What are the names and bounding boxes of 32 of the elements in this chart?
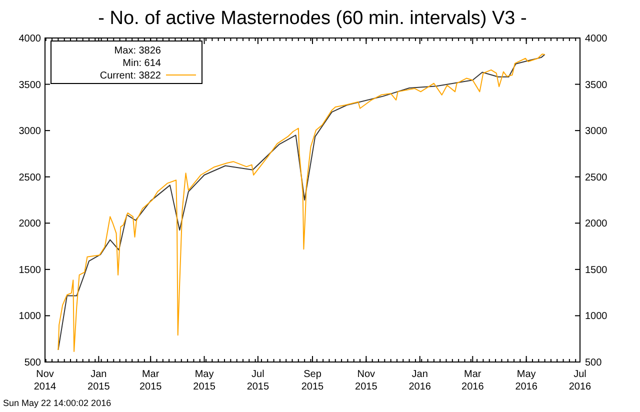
x-tick-label: Mar 2015 [139, 369, 162, 392]
y2-tick-label: 3500 [585, 80, 608, 91]
y2-tick-label: 1000 [585, 311, 608, 322]
x-tick-label: Nov 2015 [355, 369, 378, 392]
y-tick-label: 3000 [18, 126, 42, 138]
y2-tick-label: 2000 [585, 218, 608, 230]
y2-tick-label: 4000 [585, 34, 608, 44]
y-tick-label: 4000 [18, 34, 42, 44]
x-tick-label: May 2015 [193, 369, 216, 392]
text: Sun May 22 14:00:02 2016 [3, 398, 112, 408]
y-tick-label: 2000 [18, 218, 42, 230]
legend-label: Current: 3822 [100, 70, 162, 82]
x-tick-label: Jan 2016 [408, 369, 432, 392]
y2-tick-label: 1500 [585, 264, 608, 276]
y-tick-label: 2500 [18, 172, 42, 184]
y-tick-label: 3500 [18, 80, 42, 91]
x-tick-label: Jul 2016 [568, 369, 592, 392]
x-tick-label: Sep 2015 [301, 369, 324, 392]
y2-tick-label: 3000 [585, 126, 608, 138]
x-tick-label: May 2016 [515, 369, 538, 392]
annotation: Max: 3826 [114, 46, 162, 56]
y-tick-label: 1500 [18, 264, 42, 276]
chart-title: - No. of active Masternodes (60 min. intervals) V3 - [98, 8, 527, 29]
annotation: Min: 614 [122, 58, 162, 69]
x-tick-label: Jul 2015 [246, 369, 270, 392]
y-tick-label: 1000 [18, 311, 42, 322]
x-tick-label: Jan 2015 [88, 369, 110, 392]
y2-tick-label: 2500 [585, 172, 608, 184]
x-tick-label: Mar 2016 [462, 369, 484, 392]
y2-tick-label: 500 [585, 358, 602, 368]
x-tick-label: Nov 2014 [34, 369, 57, 392]
y-tick-label: 500 [24, 358, 42, 368]
